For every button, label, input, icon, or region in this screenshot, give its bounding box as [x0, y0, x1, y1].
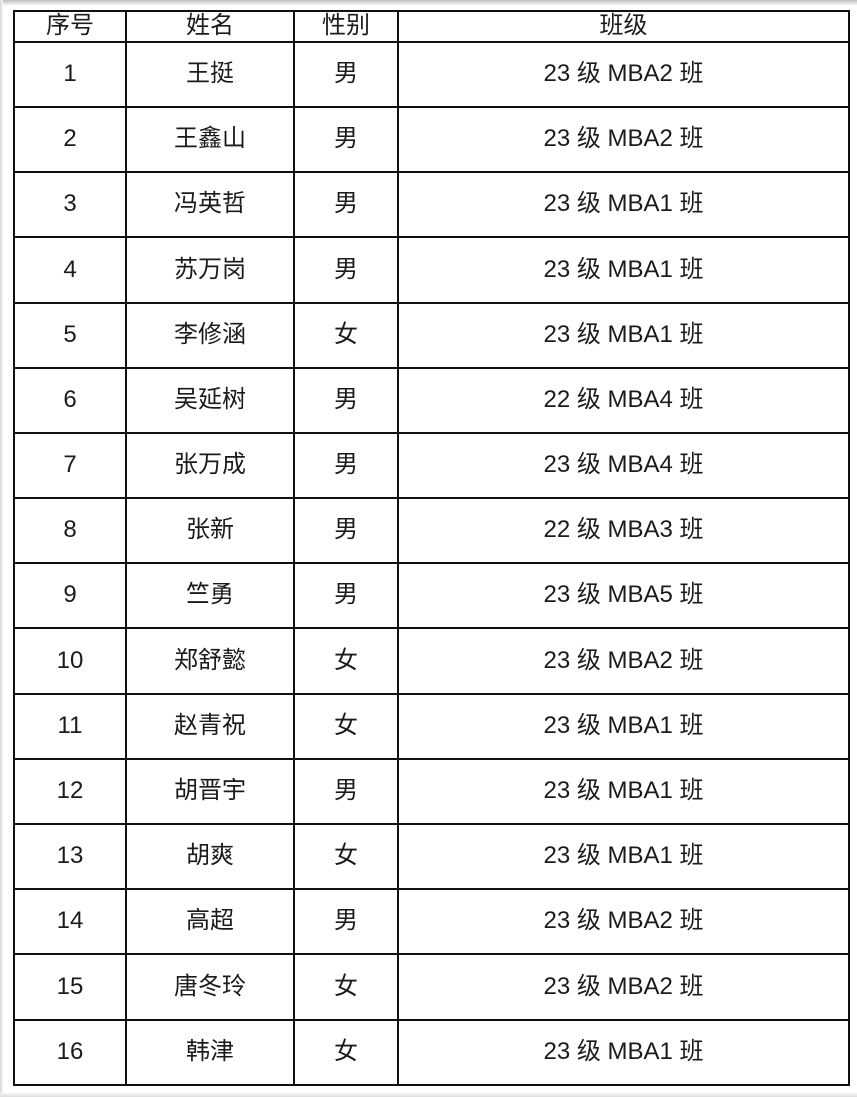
header-cell-name: 姓名: [125, 10, 295, 43]
cell-name: 赵青祝: [125, 692, 295, 760]
table-row: 15 唐冬玲 女 23 级 MBA2 班: [13, 953, 850, 1021]
cell-number: 15: [13, 953, 127, 1021]
cell-name: 吴延树: [125, 366, 295, 434]
table-row: 9 竺勇 男 23 级 MBA5 班: [13, 562, 850, 630]
table-row: 10 郑舒懿 女 23 级 MBA2 班: [13, 627, 850, 695]
cell-number: 16: [13, 1018, 127, 1087]
table-row: 4 苏万岗 男 23 级 MBA1 班: [13, 236, 850, 304]
cell-name: 王鑫山: [125, 105, 295, 174]
cell-class: 22 级 MBA4 班: [397, 366, 850, 434]
cell-gender: 男: [293, 562, 399, 630]
cell-gender: 男: [293, 236, 399, 304]
cell-number: 9: [13, 562, 127, 630]
cell-number: 8: [13, 497, 127, 565]
cell-name: 张新: [125, 497, 295, 565]
cell-name: 苏万岗: [125, 236, 295, 304]
header-cell-number: 序号: [13, 10, 127, 43]
cell-name: 张万成: [125, 431, 295, 500]
header-cell-gender: 性别: [293, 10, 399, 43]
cell-number: 13: [13, 823, 127, 891]
cell-name: 高超: [125, 888, 295, 956]
table-row: 11 赵青祝 女 23 级 MBA1 班: [13, 692, 850, 760]
cell-gender: 男: [293, 431, 399, 500]
cell-gender: 女: [293, 627, 399, 695]
cell-class: 22 级 MBA3 班: [397, 497, 850, 565]
cell-gender: 男: [293, 171, 399, 239]
cell-class: 23 级 MBA1 班: [397, 236, 850, 304]
cell-number: 10: [13, 627, 127, 695]
table-row: 2 王鑫山 男 23 级 MBA2 班: [13, 105, 850, 174]
cell-gender: 女: [293, 1018, 399, 1087]
cell-class: 23 级 MBA1 班: [397, 757, 850, 826]
page-edge-bottom: [0, 1093, 857, 1097]
cell-gender: 男: [293, 757, 399, 826]
cell-class: 23 级 MBA1 班: [397, 692, 850, 760]
cell-class: 23 级 MBA2 班: [397, 888, 850, 956]
cell-gender: 女: [293, 953, 399, 1021]
table-row: 3 冯英哲 男 23 级 MBA1 班: [13, 171, 850, 239]
cell-name: 胡爽: [125, 823, 295, 891]
cell-class: 23 级 MBA1 班: [397, 301, 850, 369]
student-roster-table: 序号 姓名 性别 班级 1 王挺 男 23 级 MBA2 班 2 王鑫山 男 2…: [13, 10, 850, 1087]
cell-name: 韩津: [125, 1018, 295, 1087]
table-row: 6 吴延树 男 22 级 MBA4 班: [13, 366, 850, 434]
table-row: 13 胡爽 女 23 级 MBA1 班: [13, 823, 850, 891]
cell-number: 12: [13, 757, 127, 826]
table-body: 1 王挺 男 23 级 MBA2 班 2 王鑫山 男 23 级 MBA2 班 3…: [13, 40, 850, 1087]
table-row: 12 胡晋宇 男 23 级 MBA1 班: [13, 757, 850, 826]
table-row: 8 张新 男 22 级 MBA3 班: [13, 497, 850, 565]
header-row: 序号 姓名 性别 班级: [13, 10, 850, 43]
cell-number: 2: [13, 105, 127, 174]
cell-gender: 女: [293, 301, 399, 369]
page-edge-left: [0, 0, 3, 1097]
cell-class: 23 级 MBA2 班: [397, 105, 850, 174]
table-row: 14 高超 男 23 级 MBA2 班: [13, 888, 850, 956]
table-row: 5 李修涵 女 23 级 MBA1 班: [13, 301, 850, 369]
cell-name: 冯英哲: [125, 171, 295, 239]
cell-number: 6: [13, 366, 127, 434]
cell-number: 4: [13, 236, 127, 304]
cell-name: 李修涵: [125, 301, 295, 369]
cell-class: 23 级 MBA4 班: [397, 431, 850, 500]
cell-class: 23 级 MBA1 班: [397, 1018, 850, 1087]
cell-number: 11: [13, 692, 127, 760]
cell-gender: 男: [293, 888, 399, 956]
cell-class: 23 级 MBA5 班: [397, 562, 850, 630]
cell-name: 竺勇: [125, 562, 295, 630]
header-cell-class: 班级: [397, 10, 850, 43]
cell-gender: 男: [293, 40, 399, 108]
cell-gender: 男: [293, 497, 399, 565]
cell-name: 唐冬玲: [125, 953, 295, 1021]
table-row: 16 韩津 女 23 级 MBA1 班: [13, 1018, 850, 1087]
cell-gender: 女: [293, 692, 399, 760]
cell-class: 23 级 MBA2 班: [397, 953, 850, 1021]
cell-number: 1: [13, 40, 127, 108]
table-row: 7 张万成 男 23 级 MBA4 班: [13, 431, 850, 500]
cell-name: 郑舒懿: [125, 627, 295, 695]
cell-number: 5: [13, 301, 127, 369]
cell-name: 胡晋宇: [125, 757, 295, 826]
cell-class: 23 级 MBA1 班: [397, 171, 850, 239]
cell-number: 14: [13, 888, 127, 956]
cell-gender: 男: [293, 366, 399, 434]
cell-class: 23 级 MBA2 班: [397, 627, 850, 695]
table-row: 1 王挺 男 23 级 MBA2 班: [13, 40, 850, 108]
cell-name: 王挺: [125, 40, 295, 108]
cell-gender: 男: [293, 105, 399, 174]
cell-class: 23 级 MBA1 班: [397, 823, 850, 891]
cell-gender: 女: [293, 823, 399, 891]
cell-number: 7: [13, 431, 127, 500]
cell-class: 23 级 MBA2 班: [397, 40, 850, 108]
cell-number: 3: [13, 171, 127, 239]
page-edge-top: [0, 0, 857, 5]
